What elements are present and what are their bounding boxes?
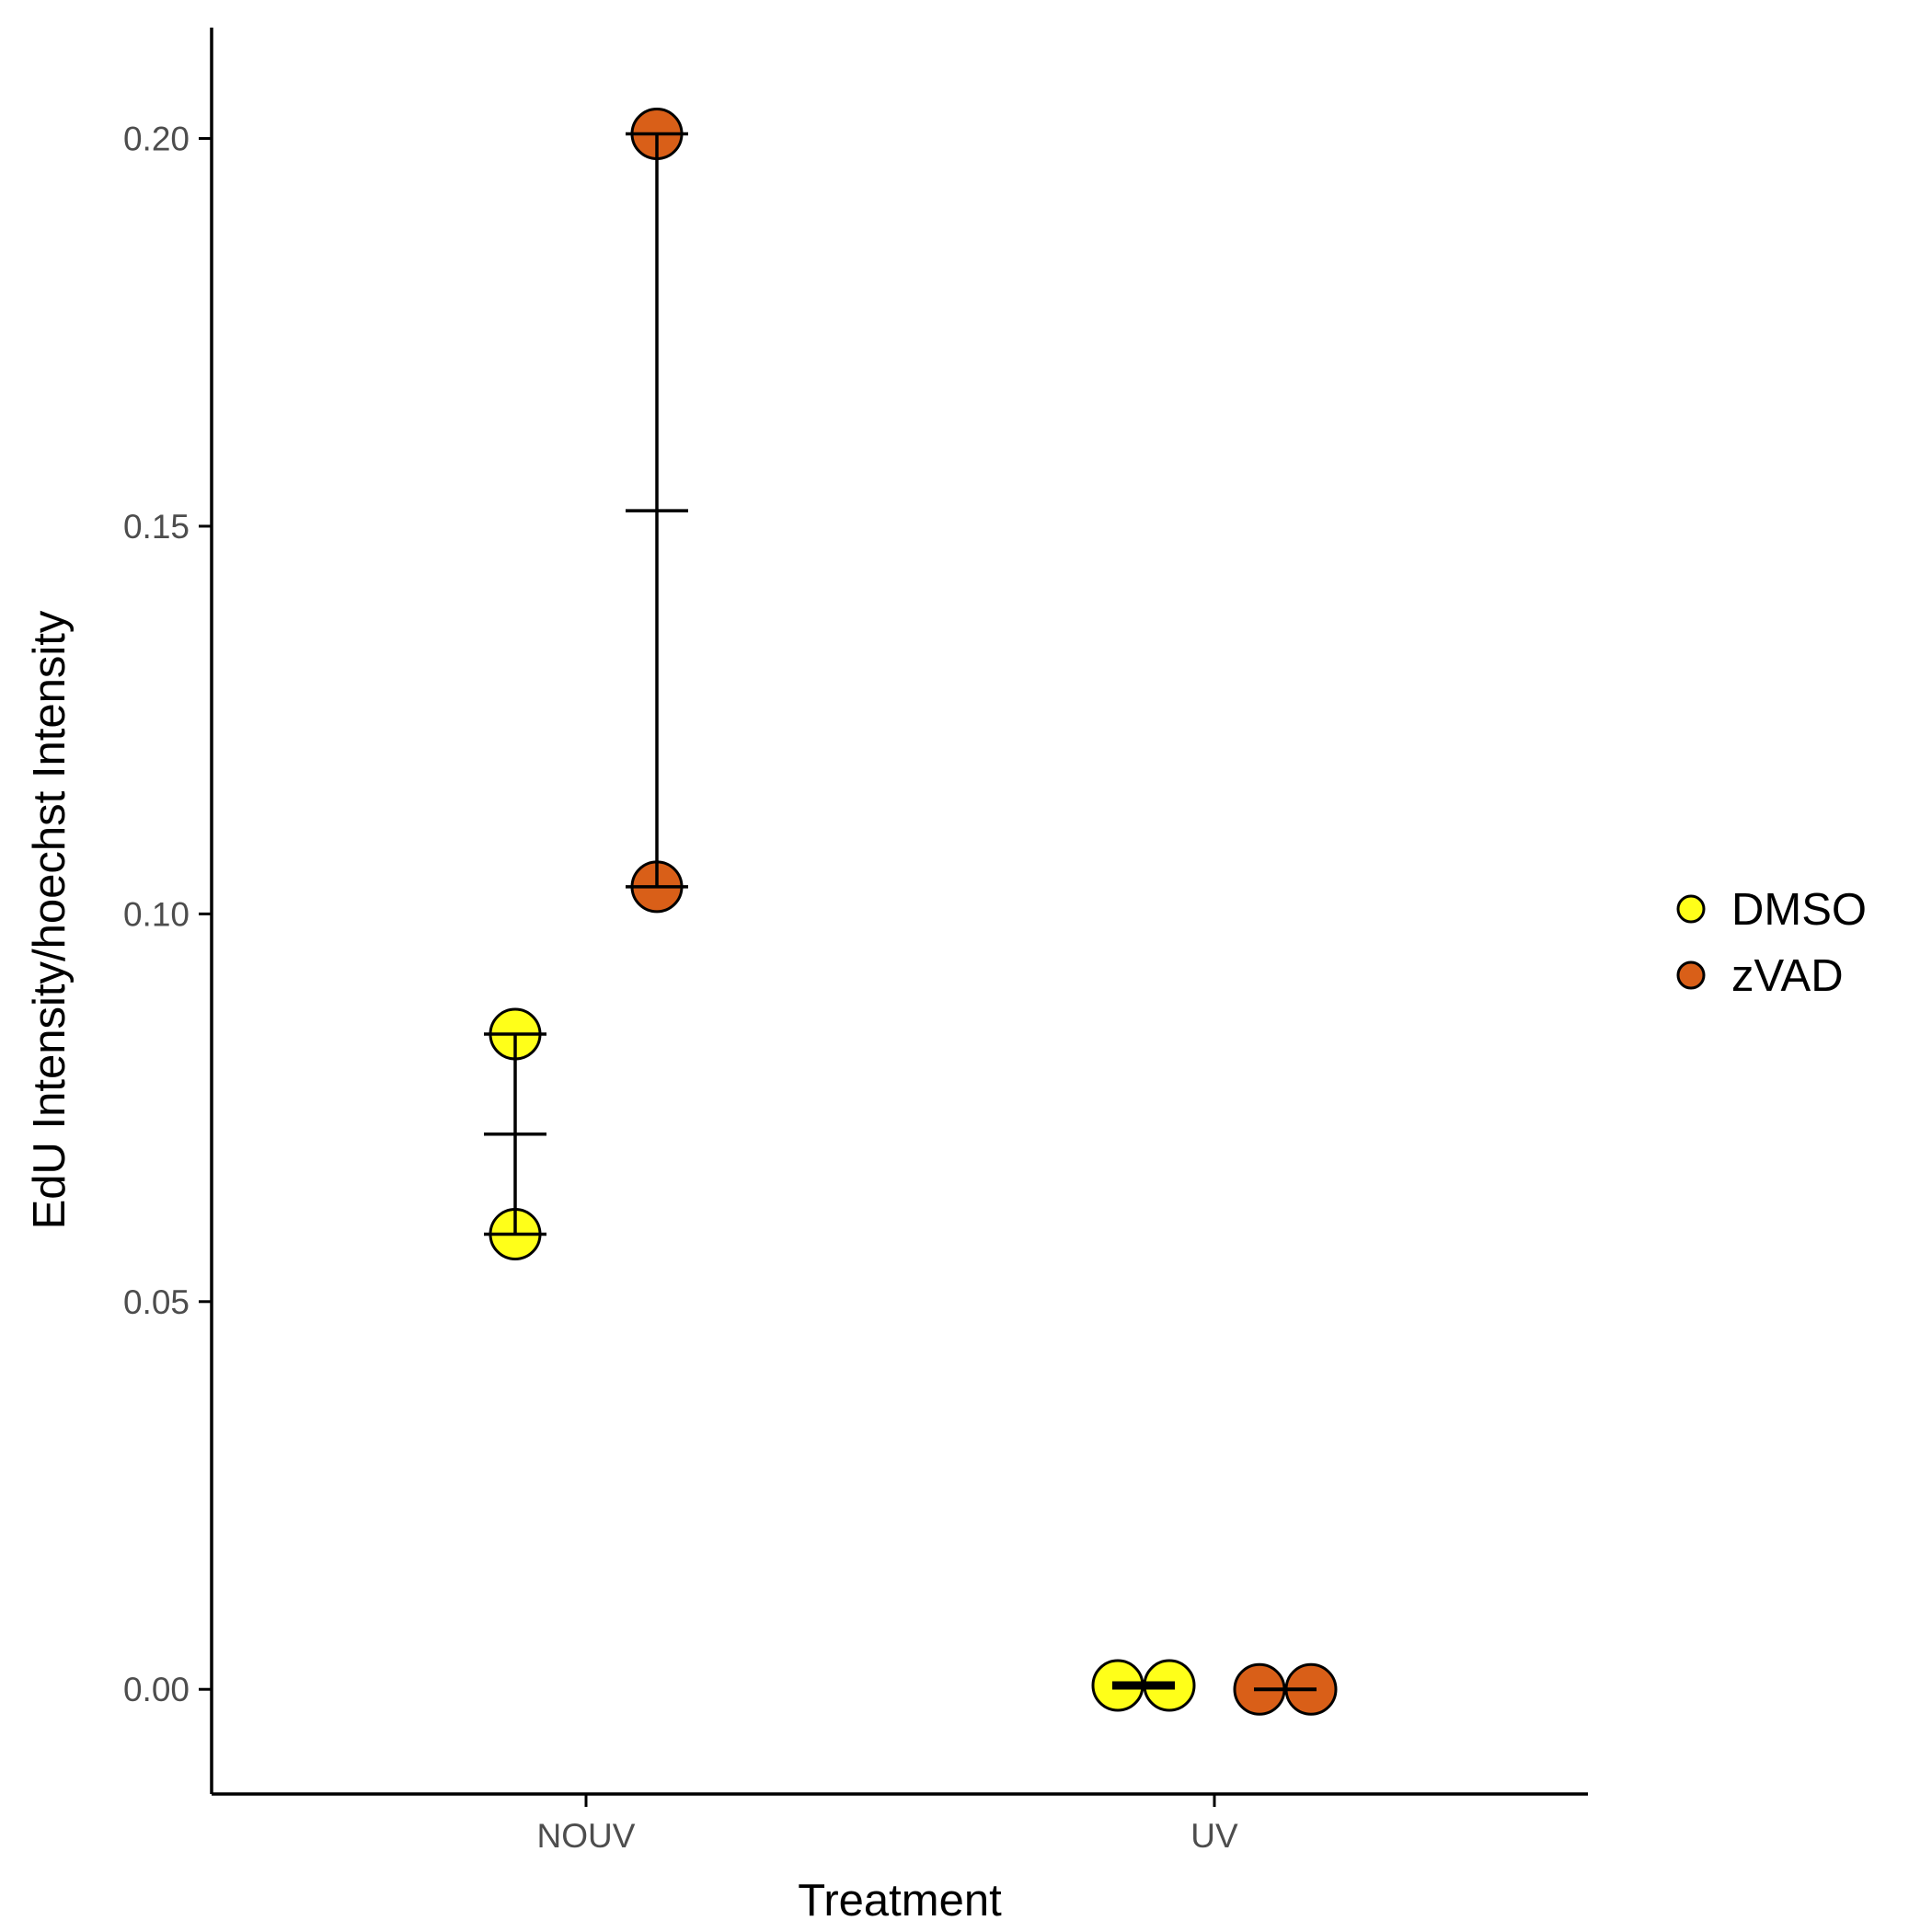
y-tick-label: 0.05	[123, 1283, 190, 1321]
y-tick-label: 0.00	[123, 1671, 190, 1708]
legend-key-zVAD	[1676, 960, 1706, 990]
x-tick-label: UV	[1190, 1817, 1238, 1855]
y-tick-label: 0.10	[123, 895, 190, 933]
legend: DMSO zVAD	[1676, 885, 1867, 1001]
axes	[210, 28, 1588, 1796]
legend-label-zVAD: zVAD	[1731, 951, 1844, 1001]
y-axis-title: EdU Intensity/hoechst Intensity	[25, 610, 75, 1229]
y-tick-label: 0.20	[123, 121, 190, 158]
plot-marks	[484, 107, 1338, 1716]
y-ticks: 0.00 0.05 0.10 0.15 0.20	[123, 121, 212, 1708]
x-ticks: NOUV UV	[537, 1794, 1238, 1855]
x-tick-label: NOUV	[537, 1817, 636, 1855]
y-tick-label: 0.15	[123, 508, 190, 546]
legend-key-DMSO	[1676, 894, 1706, 924]
legend-label-DMSO: DMSO	[1731, 885, 1867, 935]
x-axis-title: Treatment	[798, 1876, 1002, 1926]
